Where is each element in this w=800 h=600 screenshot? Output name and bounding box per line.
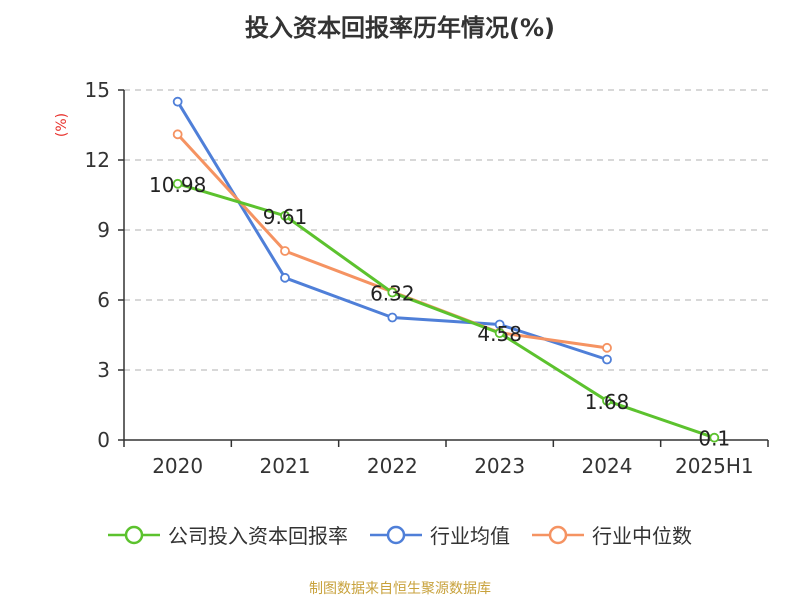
legend-item-2[interactable]: 行业中位数	[532, 520, 692, 549]
data-label-2023: 4.58	[477, 322, 522, 346]
x-tick-label-2024: 2024	[582, 454, 633, 478]
series-0-point-2021	[280, 210, 290, 221]
y-tick-label-6: 6	[97, 288, 110, 312]
legend-item-0[interactable]: 公司投入资本回报率	[108, 520, 348, 549]
y-tick-label-15: 15	[85, 78, 110, 102]
series-1	[172, 96, 612, 365]
series-line-0	[177, 182, 715, 440]
series-2-point-2020	[172, 129, 183, 140]
source-note: 制图数据来自恒生聚源数据库	[309, 581, 491, 597]
series-1-point-2021	[280, 272, 290, 283]
y-tick-label-9: 9	[97, 218, 110, 242]
x-tick-label-2021: 2021	[260, 454, 311, 478]
chart-title: 投入资本回报率历年情况(%)	[245, 14, 555, 42]
legend-marker-icon	[370, 525, 422, 544]
grid-lines	[124, 89, 768, 371]
data-label-2022: 6.32	[370, 282, 415, 306]
series-2-point-2024	[602, 342, 612, 353]
legend-marker-icon	[532, 525, 584, 544]
y-axis-label: (%)	[54, 113, 70, 137]
data-label-2025H1: 0.1	[698, 427, 730, 451]
legend: 公司投入资本回报率 行业均值 行业中位数	[0, 520, 800, 549]
series-2-point-2021	[280, 246, 290, 256]
data-label-2021: 9.61	[263, 205, 308, 229]
legend-label: 行业中位数	[592, 524, 692, 548]
legend-label: 行业均值	[430, 524, 510, 548]
legend-label: 公司投入资本回报率	[168, 524, 348, 548]
x-tick-label-2025H1: 2025H1	[675, 454, 754, 478]
legend-marker-icon	[108, 525, 160, 544]
data-labels: 10.98 9.61 6.32 4.58 1.68 0.1	[149, 173, 730, 451]
data-label-2020: 10.98	[149, 173, 206, 197]
series-0-point-2022	[387, 287, 398, 298]
series-1-point-2020	[172, 96, 183, 107]
legend-item-1[interactable]: 行业均值	[370, 520, 510, 549]
series-layer	[172, 96, 720, 443]
series-1-point-2022	[387, 312, 398, 323]
series-0	[172, 178, 720, 443]
x-tick-label-2020: 2020	[152, 454, 203, 478]
series-0-point-2024	[602, 395, 612, 406]
series-0-point-2025H1	[709, 432, 720, 443]
y-tick-label-0: 0	[97, 428, 110, 452]
line-chart: 0 3 6 9 12 15 2020 2021 2022 2023 2024 2025H1 (%) 10…	[54, 78, 769, 478]
series-0-point-2023	[494, 328, 505, 339]
y-tick-label-12: 12	[85, 148, 110, 172]
data-label-2024: 1.68	[585, 390, 630, 414]
x-tick-label-2022: 2022	[367, 454, 418, 478]
series-0-point-2020	[172, 178, 183, 189]
x-tick-label-2023: 2023	[474, 454, 525, 478]
series-1-point-2024	[602, 354, 612, 365]
y-tick-label-3: 3	[97, 358, 110, 382]
axes: 0 3 6 9 12 15 2020 2021 2022 2023 2024 2025H1 (%)	[54, 78, 769, 478]
